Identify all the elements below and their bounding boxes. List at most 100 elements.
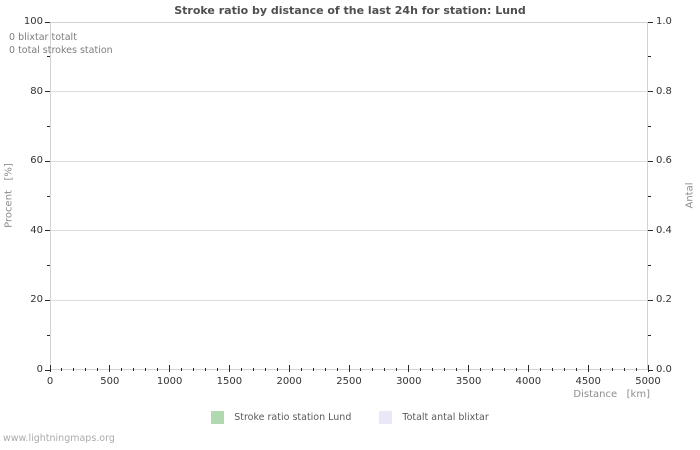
y-tick-minor-left [47,195,50,197]
x-tick-minor [85,368,87,371]
x-tick-minor [216,368,218,371]
x-tick-minor [252,368,254,371]
y-tick-minor-right [648,56,651,58]
x-tick-minor [623,368,625,371]
x-tick-label: 5000 [635,376,661,387]
x-tick-minor [336,368,338,371]
x-tick-minor [133,368,135,371]
y-tick-label-right: 0.8 [656,85,672,97]
x-tick-major [527,365,529,372]
x-tick-minor [240,368,242,371]
x-tick-minor [480,368,482,371]
x-tick-minor [599,368,601,371]
x-tick-minor [360,368,362,371]
y-tick-label-right: 0.2 [656,294,672,306]
x-tick-label: 2000 [276,376,302,387]
gridline [51,299,647,301]
gridline [51,230,647,232]
x-tick-minor [193,368,195,371]
x-tick-minor [635,368,637,371]
x-tick-label: 500 [100,376,120,387]
x-tick-label: 0 [46,376,54,387]
x-tick-minor [396,368,398,371]
y-tick-major-right [648,91,653,93]
y-tick-label-left: 40 [30,224,43,236]
x-tick-minor [444,368,446,371]
x-tick-minor [97,368,99,371]
annotation-total-strokes-station: 0 total strokes station [9,45,113,56]
x-tick-major [348,365,350,372]
y-tick-label-left: 20 [30,294,43,306]
y-tick-major-left [45,299,50,301]
x-tick-minor [276,368,278,371]
legend-item-totalt-antal: Totalt antal blixtar [379,410,489,424]
y-tick-label-right: 0.6 [656,155,672,167]
x-axis-label: Distance [km] [573,389,650,400]
y-tick-minor-right [648,195,651,197]
x-tick-minor [515,368,517,371]
y-tick-minor-right [648,265,651,267]
chart-title: Stroke ratio by distance of the last 24h… [174,4,526,17]
footer-link[interactable]: www.lightningmaps.org [3,433,115,444]
y-tick-major-left [45,369,50,371]
legend-label-totalt-antal: Totalt antal blixtar [402,411,489,423]
x-tick-minor [420,368,422,371]
y-tick-minor-left [47,125,50,127]
x-tick-minor [264,368,266,371]
x-tick-minor [384,368,386,371]
x-tick-minor [575,368,577,371]
y-axis-left-label: Procent [%] [3,163,15,228]
y-tick-label-left: 80 [30,85,43,97]
x-tick-minor [503,368,505,371]
x-tick-minor [539,368,541,371]
x-tick-minor [432,368,434,371]
y-tick-minor-right [648,125,651,127]
gridline [51,91,647,93]
y-tick-minor-left [47,334,50,336]
x-tick-major [228,365,230,372]
x-tick-minor [563,368,565,371]
legend-swatch-lavender [379,410,393,424]
x-tick-label: 3500 [455,376,482,387]
x-tick-label: 3000 [396,376,422,387]
y-tick-label-left: 60 [30,155,43,167]
x-tick-label: 2500 [336,376,362,387]
x-tick-minor [157,368,159,371]
x-tick-major [647,365,649,372]
x-tick-minor [181,368,183,371]
gridline [51,160,647,162]
y-tick-major-right [648,21,653,23]
x-tick-minor [312,368,314,371]
y-tick-minor-right [648,334,651,336]
x-tick-major [587,365,589,372]
x-tick-major [468,365,470,372]
y-tick-major-left [45,230,50,232]
x-tick-label: 1500 [216,376,243,387]
y-tick-label-right: 0.4 [656,224,672,236]
x-tick-major [288,365,290,372]
y-axis-right-label: Antal [684,182,696,209]
y-tick-label-right: 1.0 [656,16,672,27]
legend-swatch-green [211,410,225,424]
x-tick-major [109,365,111,372]
y-tick-label-left: 100 [23,16,43,27]
x-tick-minor [492,368,494,371]
x-tick-minor [372,368,374,371]
plot-area [50,22,648,370]
legend-label-stroke-ratio: Stroke ratio station Lund [234,411,352,423]
y-tick-major-right [648,230,653,232]
x-tick-minor [551,368,553,371]
y-tick-label-left: 0 [36,364,43,375]
y-tick-major-right [648,299,653,301]
y-tick-major-left [45,91,50,93]
x-tick-minor [611,368,613,371]
y-tick-major-left [45,21,50,23]
x-tick-minor [61,368,63,371]
x-tick-minor [204,368,206,371]
legend-item-stroke-ratio: Stroke ratio station Lund [211,410,352,424]
x-tick-minor [456,368,458,371]
x-tick-minor [324,368,326,371]
y-tick-major-right [648,160,653,162]
x-tick-minor [121,368,123,371]
y-tick-minor-left [47,56,50,58]
